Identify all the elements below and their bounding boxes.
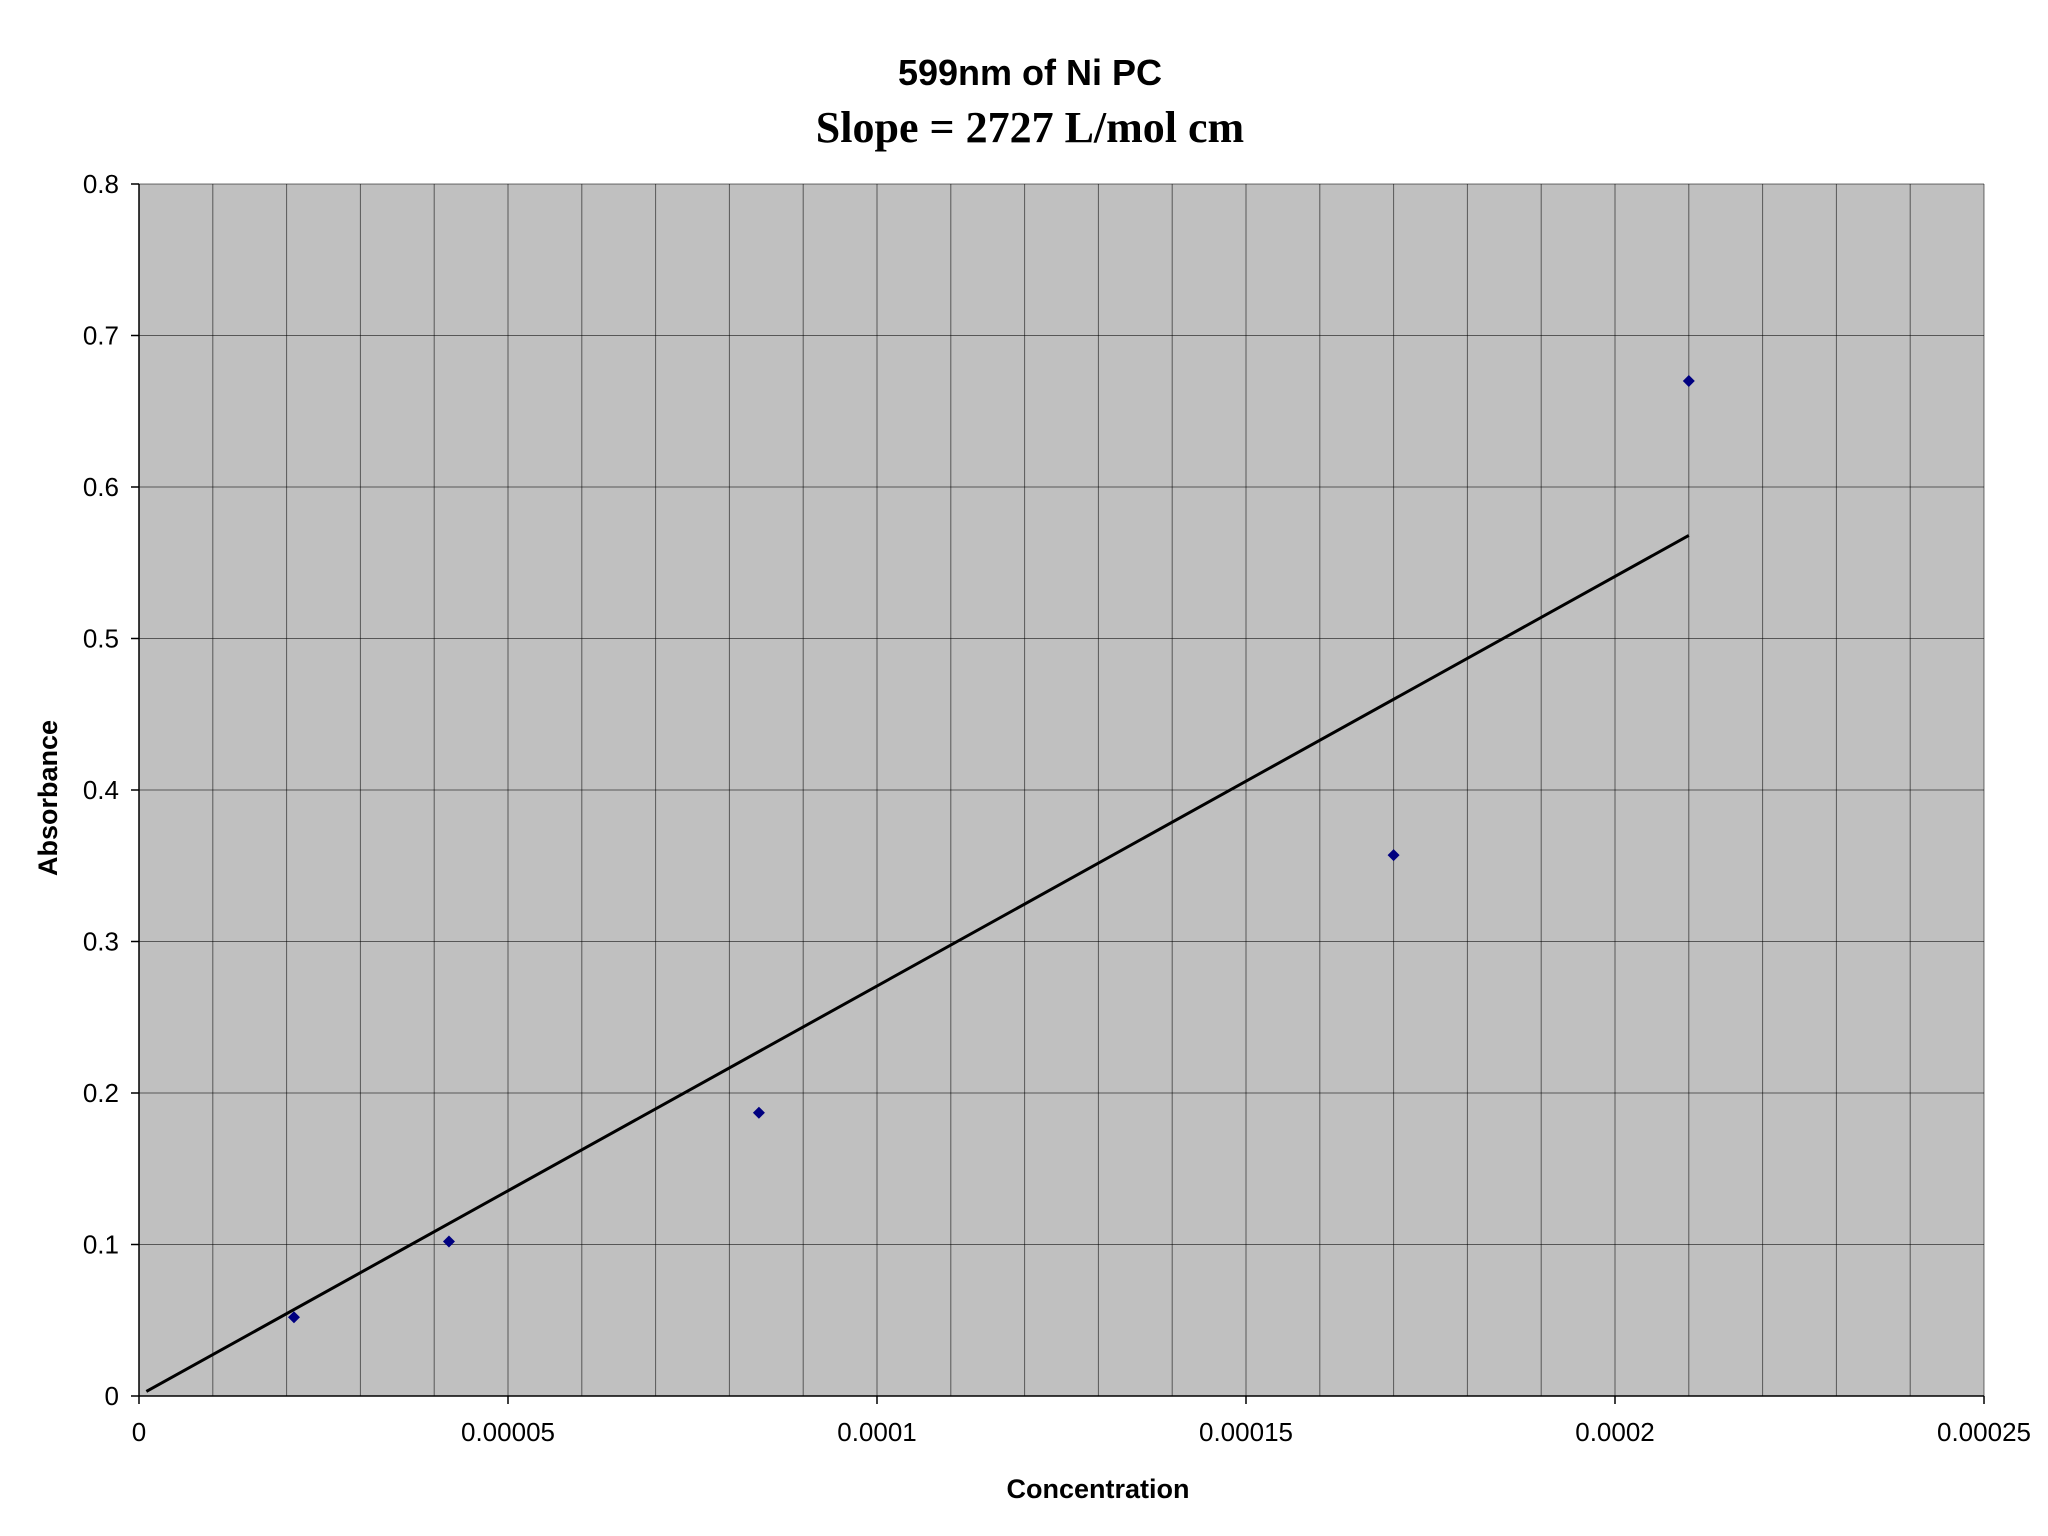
trendline-group (145, 534, 1690, 1393)
y-tick-label: 0 (105, 1381, 119, 1411)
data-point (1682, 374, 1695, 387)
grid-lines (139, 183, 1985, 1396)
y-tick-label: 0.2 (83, 1078, 119, 1108)
y-tick-label: 0.3 (83, 927, 119, 957)
x-tick-label: 0.00005 (461, 1417, 555, 1447)
y-tick-label: 0.6 (83, 472, 119, 502)
x-tick-labels: 0 0.00005 0.0001 0.00015 0.0002 0.00025 (132, 1417, 2031, 1447)
y-tick-label: 0.8 (83, 169, 119, 199)
x-tick-label: 0.00025 (1937, 1417, 2031, 1447)
data-points (287, 374, 1695, 1324)
y-axis-title: Absorbance (33, 720, 63, 876)
chart-title: 599nm of Ni PC (898, 52, 1162, 93)
x-tick-label: 0.00015 (1199, 1417, 1293, 1447)
data-point (287, 1311, 300, 1324)
chart-subtitle: Slope = 2727 L/mol cm (816, 103, 1244, 152)
axes (131, 183, 1985, 1404)
y-tick-label: 0.1 (83, 1230, 119, 1260)
trendline (145, 534, 1690, 1393)
data-point (752, 1106, 765, 1119)
y-tick-label: 0.5 (83, 624, 119, 654)
x-tick-label: 0.0001 (837, 1417, 917, 1447)
x-tick-label: 0.0002 (1575, 1417, 1655, 1447)
data-point (442, 1235, 455, 1248)
data-point (1387, 849, 1400, 862)
x-axis-title: Concentration (1006, 1474, 1189, 1504)
y-tick-labels: 0 0.1 0.2 0.3 0.4 0.5 0.6 0.7 0.8 (83, 169, 119, 1411)
x-tick-label: 0 (132, 1417, 146, 1447)
y-tick-label: 0.7 (83, 321, 119, 351)
y-tick-label: 0.4 (83, 775, 119, 805)
